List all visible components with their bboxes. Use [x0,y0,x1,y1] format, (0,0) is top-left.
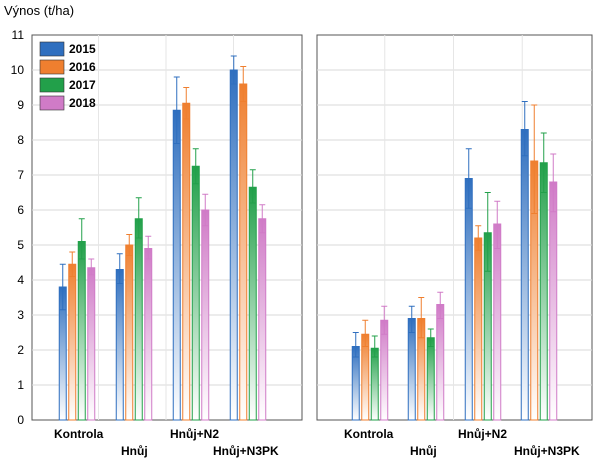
y-axis-label: Výnos (t/ha) [4,3,74,18]
bar-2018 [144,248,153,421]
bar-2016 [125,244,134,421]
bar-2017 [370,347,379,421]
y-tick-label: 8 [17,133,24,147]
bar-2018 [436,304,445,421]
bar-2016 [182,102,191,421]
bar-2015 [172,109,181,421]
left-panel-frame [31,34,303,421]
bar-2018 [549,181,558,421]
bar-2018 [201,209,210,421]
bar-2015 [351,346,360,421]
category-labels: Kontrola Hnůj Hnůj+N2 Hnůj+N3PK Kontrola Hnůj… [54,427,580,458]
bar-2015 [407,318,416,421]
bar-2017 [539,162,548,421]
legend-label-2016: 2016 [69,60,96,74]
legend-swatch-2017 [39,77,65,93]
bar-2018 [380,319,389,421]
left-panel-bars [58,55,267,421]
left-gridlines [32,35,302,420]
bar-2017 [426,337,435,421]
category-label: Hnůj+N3PK [514,444,580,458]
category-label: Hnůj+N3PK [213,444,279,458]
category-label: Hnůj [410,444,437,458]
category-label: Hnůj+N2 [458,427,507,441]
y-tick-label: 2 [17,343,24,357]
y-tick-label: 7 [17,168,24,182]
bar-2015 [520,129,529,421]
bar-2015 [115,269,124,421]
bar-2016 [474,237,483,421]
category-label: Kontrola [344,427,394,441]
y-tick-label: 6 [17,203,24,217]
legend-swatch-2016 [39,59,65,75]
y-tick-label: 10 [11,63,25,77]
legend: 2015 2016 2017 2018 [39,41,96,111]
bar-2017 [191,165,200,421]
legend-label-2018: 2018 [69,96,96,110]
y-axis-ticks: 0 1 2 3 4 5 6 7 8 9 10 11 [11,28,25,427]
y-tick-label: 3 [17,308,24,322]
legend-label-2015: 2015 [69,42,96,56]
y-tick-label: 4 [17,273,24,287]
bar-2016 [239,83,248,421]
legend-swatch-2015 [39,41,65,57]
bar-2015 [464,178,473,421]
bar-2018 [87,267,96,421]
y-tick-label: 5 [17,238,24,252]
bar-2017 [248,186,257,421]
right-panel-bars [351,101,558,421]
category-label: Kontrola [54,427,104,441]
bar-2016 [361,333,370,421]
bar-2017 [77,241,86,421]
category-label: Hnůj [121,444,148,458]
bar-2018 [493,223,502,421]
y-tick-label: 0 [17,413,24,427]
legend-label-2017: 2017 [69,78,96,92]
legend-swatch-2018 [39,95,65,111]
bar-2018 [258,218,267,421]
right-panel-frame [316,34,593,421]
y-tick-label: 11 [12,28,25,42]
y-tick-label: 1 [17,378,24,392]
bar-2015 [229,69,238,421]
bar-2016 [68,263,77,421]
bar-2017 [134,218,143,421]
y-tick-label: 9 [17,98,24,112]
category-label: Hnůj+N2 [170,427,219,441]
